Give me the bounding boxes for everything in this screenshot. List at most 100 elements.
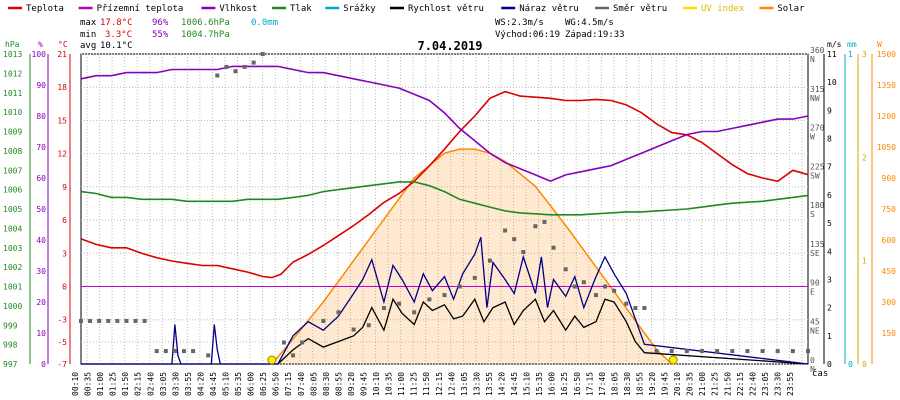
- legend-label: Přízemní teplota: [97, 4, 184, 14]
- hpa-tick-label: 1005: [3, 205, 22, 214]
- ms-tick-label: 6: [827, 191, 832, 200]
- pct-tick-label: 20: [36, 298, 46, 307]
- x-tick-label: 05:35: [234, 372, 243, 396]
- w-tick-label: 1200: [877, 112, 896, 121]
- chart-date: 7.04.2019: [417, 39, 482, 53]
- hpa-tick-label: 999: [3, 321, 18, 330]
- x-tick-label: 04:20: [196, 372, 205, 396]
- dir-tick-label: 270: [810, 124, 825, 133]
- x-tick-label: 15:10: [523, 372, 532, 396]
- mm-tick-label: 0: [848, 360, 853, 369]
- wind-direction-point: [260, 52, 265, 56]
- ms-tick-label: 7: [827, 163, 832, 172]
- hpa-tick-label: 998: [3, 341, 18, 350]
- dir-compass-label: SE: [810, 249, 820, 258]
- sunset: Západ:19:33: [565, 30, 625, 40]
- wind-direction-point: [427, 297, 432, 302]
- wind-direction-point: [251, 60, 256, 65]
- min-press: 1004.7hPa: [181, 30, 230, 40]
- series-teplota: [80, 90, 809, 279]
- wind-direction-point: [300, 340, 305, 345]
- wind-direction-point: [503, 228, 508, 233]
- x-tick-label: 09:20: [347, 372, 356, 396]
- legend-label: Srážky: [343, 4, 376, 14]
- rain-total: 0.0mm: [251, 18, 278, 28]
- dir-tick-label: 135: [810, 240, 825, 249]
- wind-direction-point: [790, 349, 795, 354]
- w-tick-label: 300: [882, 298, 897, 307]
- x-tick-label: 03:30: [171, 372, 180, 396]
- mm-unit: mm: [847, 40, 857, 49]
- mm-tick-label: 1: [848, 50, 853, 59]
- x-tick-label: 16:25: [560, 372, 569, 396]
- wind-direction-point: [612, 288, 617, 293]
- dir-compass-label: S: [810, 210, 815, 219]
- max-press: 1006.6hPa: [181, 18, 230, 28]
- x-tick-label: 12:40: [447, 372, 456, 396]
- wind-direction-point: [551, 245, 556, 250]
- x-tick-label: 23:55: [786, 372, 795, 396]
- wind-direction-point: [124, 318, 129, 323]
- x-tick-label: 22:15: [736, 372, 745, 396]
- min-temp: 3.3°C: [105, 30, 132, 40]
- hpa-tick-label: 1006: [3, 186, 22, 195]
- x-tick-label: 21:25: [711, 372, 720, 396]
- ms-tick-label: 0: [827, 360, 832, 369]
- wind-direction-point: [699, 349, 704, 354]
- legend-label: Vlhkost: [219, 4, 257, 14]
- x-tick-label: 05:10: [222, 372, 231, 396]
- x-tick-label: 06:00: [247, 372, 256, 396]
- x-tick-label: 20:35: [686, 372, 695, 396]
- wind-direction-point: [133, 318, 138, 323]
- wind-direction-point: [233, 69, 238, 74]
- series-rychlost-v-tru: [81, 297, 809, 365]
- x-tick-label: 22:40: [748, 372, 757, 396]
- ms-tick-label: 4: [827, 247, 832, 256]
- x-tick-label: 23:05: [761, 372, 770, 396]
- degc-tick-label: 3: [62, 249, 67, 258]
- solar-series: [271, 148, 673, 365]
- w-tick-label: 750: [882, 205, 897, 214]
- wind-direction-point: [163, 349, 168, 354]
- x-tick-label: 18:05: [610, 372, 619, 396]
- w-tick-label: 600: [882, 236, 897, 245]
- max-label: max: [80, 18, 97, 28]
- x-tick-label: 00:35: [84, 372, 93, 396]
- wind-direction-point: [760, 349, 765, 354]
- wind-direction-point: [206, 353, 211, 358]
- x-tick-label: 08:05: [309, 372, 318, 396]
- hpa-tick-label: 1004: [3, 224, 22, 233]
- x-tick-label: 11:50: [422, 372, 431, 396]
- x-tick-label: 23:30: [773, 372, 782, 396]
- legend-label: Teplota: [26, 4, 64, 14]
- x-tick-label: 00:10: [71, 372, 80, 396]
- pct-tick-label: 80: [36, 112, 46, 121]
- x-tick-label: 02:15: [134, 372, 143, 396]
- hpa-tick-label: 1003: [3, 244, 22, 253]
- wind-direction-point: [730, 349, 735, 354]
- legend-label: Solar: [777, 4, 805, 14]
- x-tick-labels: 00:10 00:35 01:00 01:25 01:50 02:15 02:40 03:05…: [71, 372, 795, 396]
- stats-block: max 17.8°C 96% 1006.6hPa 0.0mm min 3.3°C…: [80, 18, 278, 51]
- wind-direction-point: [654, 349, 659, 354]
- wind-direction-point: [533, 224, 538, 229]
- wind-direction-point: [366, 323, 371, 328]
- x-tick-label: 18:30: [623, 372, 632, 396]
- ms-tick-label: 8: [827, 135, 832, 144]
- x-tick-label: 18:55: [635, 372, 644, 396]
- wind-direction-point: [281, 340, 286, 345]
- x-tick-label: 10:10: [372, 372, 381, 396]
- uv-marker: [668, 355, 678, 365]
- x-tick-label: 07:15: [284, 372, 293, 396]
- dir-compass-label: N: [810, 55, 815, 64]
- hpa-tick-label: 1010: [3, 108, 22, 117]
- legend: Teplota Přízemní teplota Vlhkost Tlak Srážky…: [8, 4, 805, 14]
- wind-direction-point: [593, 293, 598, 298]
- w-unit: W: [877, 40, 882, 49]
- degc-tick-label: 12: [57, 150, 67, 159]
- dir-compass-label: NW: [810, 94, 820, 103]
- legend-label: Rychlost větru: [408, 4, 484, 14]
- x-tick-label: 19:20: [648, 372, 657, 396]
- wind-direction-point: [321, 318, 326, 323]
